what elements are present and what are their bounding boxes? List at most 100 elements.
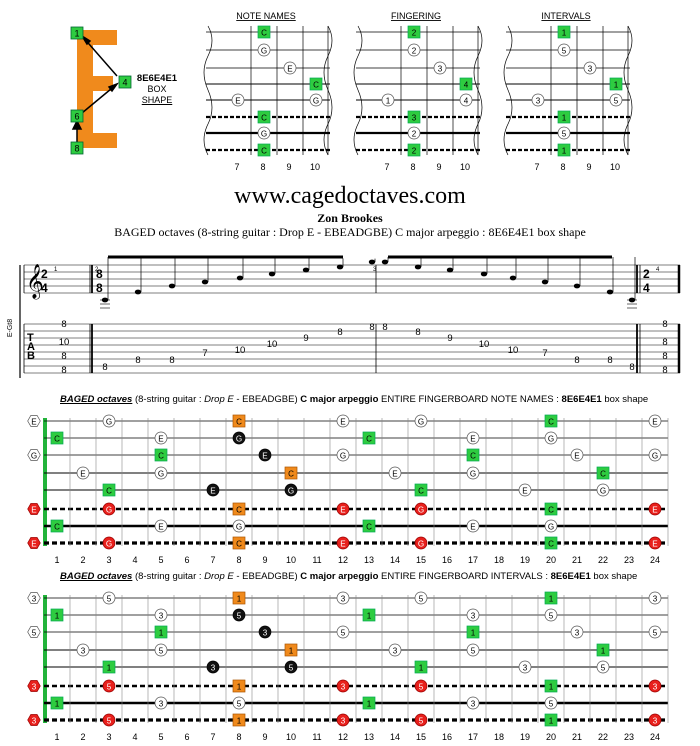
fret-dot-label: 1 [562, 28, 567, 37]
fret-dot-label: 3 [263, 628, 268, 637]
fret-dot-label: E [652, 539, 658, 548]
fret-dot-label: 3 [653, 594, 658, 603]
tab-number: 10 [235, 345, 246, 356]
fret-dot-label: E [470, 434, 476, 443]
fret-dot [466, 625, 480, 639]
fret-dot [433, 61, 447, 75]
fret-dot-label: C [261, 113, 267, 122]
fret-dot [232, 414, 246, 428]
fret-dot [27, 415, 41, 427]
fret-dot [648, 679, 662, 693]
note-head [368, 259, 376, 265]
fret-dot [557, 43, 571, 57]
fret-dot [388, 466, 402, 480]
tab-number: 10 [508, 345, 519, 356]
site-url[interactable]: www.cagedoctaves.com [234, 183, 466, 209]
time-sig-bottom: 4 [41, 281, 48, 295]
fret-dot-label: G [158, 469, 164, 478]
fret-dot [283, 61, 297, 75]
fret-dot-label: E [80, 469, 86, 478]
fret-dot [518, 483, 532, 497]
fret-dot [596, 466, 610, 480]
fret-dot-label: E [235, 96, 241, 105]
fret-dot-label: 3 [588, 64, 593, 73]
fret-dot [531, 93, 545, 107]
fret-dot [414, 660, 428, 674]
fret-dot-label: E [652, 505, 658, 514]
fret-dot-label: G [288, 486, 294, 495]
shape-code: 8E6E4E1 [136, 73, 178, 84]
fret-dot-label: C [366, 434, 372, 443]
fret-dot-label: C [54, 434, 60, 443]
fret-dot-label: 1 [107, 663, 112, 672]
note-head [446, 267, 454, 273]
fret-number: 21 [572, 555, 582, 565]
note-head [268, 271, 276, 277]
fret-dot-label: C [236, 539, 242, 548]
fret-dot [102, 483, 116, 497]
fret-dot-label: 1 [419, 663, 424, 672]
fret-dot-label: 3 [523, 663, 528, 672]
author-name: Zon Brookes [317, 211, 383, 225]
fret-dot-label: 3 [653, 682, 658, 691]
fret-dot [231, 93, 245, 107]
fret-number: 18 [494, 732, 504, 742]
fret-number: 12 [338, 555, 348, 565]
fret-dot-label: 1 [601, 646, 606, 655]
fret-dot [466, 608, 480, 622]
fret-dot [407, 43, 421, 57]
logo-marker-label: 8 [74, 144, 79, 154]
fret-dot-label: G [106, 417, 112, 426]
fret-dot-label: 3 [393, 646, 398, 655]
fret-dot [154, 431, 168, 445]
fret-dot [388, 643, 402, 657]
fret-dot [466, 696, 480, 710]
fret-dot [557, 25, 571, 39]
fret-number: 6 [184, 732, 189, 742]
fret-dot-label: 5 [471, 646, 476, 655]
fret-dot [102, 502, 116, 516]
fret-number: 8 [560, 162, 565, 172]
fret-dot [284, 643, 298, 657]
fret-dot-label: E [31, 417, 37, 426]
fret-dot [466, 643, 480, 657]
fret-number: 23 [624, 555, 634, 565]
fret-dot-label: G [340, 451, 346, 460]
tab-number: 8 [574, 355, 579, 366]
fret-dot-label: G [418, 417, 424, 426]
fret-dot [648, 502, 662, 516]
fret-dot [232, 591, 246, 605]
fret-number: 8 [410, 162, 415, 172]
tab-number: 8 [382, 322, 387, 333]
fret-dot-label: 5 [562, 129, 567, 138]
fret-number: 13 [364, 732, 374, 742]
fret-dot-label: 1 [159, 628, 164, 637]
fret-dot-label: 3 [341, 594, 346, 603]
fret-dot [414, 591, 428, 605]
fret-number: 9 [436, 162, 441, 172]
fret-dot-label: C [366, 522, 372, 531]
fret-dot-label: 1 [562, 113, 567, 122]
fingerboard-intervals: 1 2 3 4 5 6 7 8 9 10 11 12 13 14 15 16 17 18 19 20 21 22 23 243… [27, 591, 669, 742]
mini-diagram-title: INTERVALS [541, 11, 590, 21]
fret-dot [309, 77, 323, 91]
fret-dot-label: 4 [464, 96, 469, 105]
fret-number: 20 [546, 732, 556, 742]
fret-dot-label: 5 [549, 611, 554, 620]
note-head [509, 275, 517, 281]
fret-dot [459, 93, 473, 107]
fret-dot [257, 126, 271, 140]
fret-dot-label: E [210, 486, 216, 495]
tab-number: 10 [479, 339, 490, 350]
fret-dot-label: 3 [575, 628, 580, 637]
fret-number: 24 [650, 732, 660, 742]
fret-dot-label: 1 [549, 716, 554, 725]
fret-dot [570, 448, 584, 462]
fret-number: 24 [650, 555, 660, 565]
fret-dot-label: 5 [562, 46, 567, 55]
fret-number: 7 [210, 732, 215, 742]
logo-marker-label: 1 [74, 29, 79, 39]
note-head [168, 283, 176, 289]
note-head [573, 283, 581, 289]
tab-number: 9 [303, 333, 308, 344]
